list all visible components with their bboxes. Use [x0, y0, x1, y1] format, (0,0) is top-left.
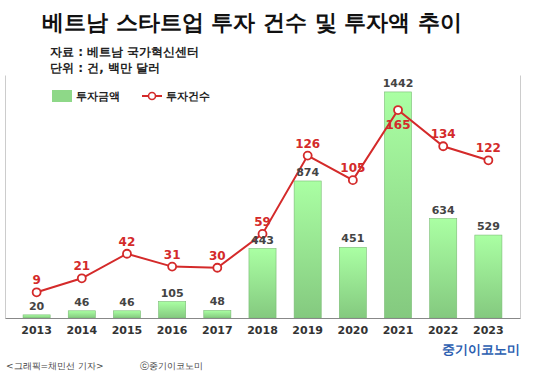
legend-label: 투자건수 — [166, 90, 210, 103]
y2-axis-line — [520, 76, 521, 319]
bar-label: 529 — [477, 220, 500, 233]
legend-swatch — [149, 93, 156, 100]
bar-label: 634 — [432, 204, 455, 217]
legend: 투자금액 투자건수 — [52, 90, 210, 103]
data-labels: 20 46 46 105 48 443 874 451 1442 634 529 9 21 42 31 30 5… — [29, 77, 501, 313]
bar-label: 46 — [74, 296, 90, 309]
line-label: 21 — [73, 259, 90, 273]
x-axis: 2013 2014 2015 2016 2017 2018 2019 2020 2021 2022… — [6, 318, 521, 337]
point — [168, 263, 176, 271]
title: 베트남 스타트업 투자 건수 및 투자액 추이 — [42, 10, 462, 35]
line-label: 105 — [340, 161, 365, 175]
y-axis — [5, 76, 6, 319]
bar — [23, 315, 50, 318]
subtitle: 자료 : 베트남 국가혁신센터 — [50, 45, 199, 59]
legend-item: 투자금액 — [52, 90, 120, 103]
legend-label: 투자금액 — [76, 90, 120, 103]
x-tick-label: 2021 — [383, 324, 414, 337]
bar — [430, 219, 457, 318]
point — [213, 264, 221, 272]
watermark: 중기이코노미 — [442, 342, 520, 357]
x-tick-label: 2018 — [247, 324, 278, 337]
bar-label: 443 — [251, 234, 274, 247]
plot-area — [23, 92, 502, 318]
bar-label: 20 — [29, 300, 45, 313]
chart: 베트남 스타트업 투자 건수 및 투자액 추이자료 : 베트남 국가혁신센터단위… — [0, 0, 534, 375]
x-tick-label: 2023 — [473, 324, 504, 337]
line-label: 134 — [431, 127, 456, 141]
bar — [294, 181, 321, 318]
bar — [204, 310, 231, 318]
x-tick: 2021 — [383, 318, 414, 337]
bar-label: 46 — [119, 296, 135, 309]
copyright: ⓒ중기이코노미 — [140, 361, 203, 371]
line-label: 126 — [295, 137, 320, 151]
x-tick-label: 2020 — [338, 324, 369, 337]
bar — [384, 92, 411, 318]
bar-label: 451 — [341, 232, 364, 245]
x-tick: 2015 — [112, 318, 143, 337]
x-tick-label: 2022 — [428, 324, 459, 337]
bar — [159, 302, 186, 318]
point — [33, 288, 41, 296]
x-tick: 2017 — [202, 318, 233, 337]
x-tick: 2013 — [21, 318, 52, 337]
legend-swatch — [52, 90, 72, 102]
bar — [339, 247, 366, 318]
bar — [68, 311, 95, 318]
x-tick: 2016 — [157, 318, 188, 337]
x-tick: 2023 — [473, 318, 504, 337]
line-label: 42 — [119, 235, 136, 249]
point — [349, 176, 357, 184]
bar-label: 874 — [296, 166, 319, 179]
line-label: 122 — [476, 141, 501, 155]
bar-label: 1442 — [383, 77, 414, 90]
x-axis-line — [6, 318, 521, 319]
line-label: 30 — [209, 249, 226, 263]
x-tick-label: 2014 — [66, 324, 97, 337]
point — [439, 142, 447, 150]
line-label: 59 — [254, 215, 271, 229]
point — [78, 274, 86, 282]
bar-label: 48 — [210, 295, 225, 308]
x-tick-label: 2016 — [157, 324, 188, 337]
subtitle: 단위 : 건, 백만 달러 — [50, 61, 160, 75]
line-label: 9 — [32, 273, 40, 287]
credit: <그래픽=채민선 기자> — [6, 361, 103, 371]
point — [123, 250, 131, 258]
legend-item: 투자건수 — [142, 90, 210, 103]
point — [304, 152, 312, 160]
point — [484, 156, 492, 164]
x-tick: 2019 — [292, 318, 323, 337]
x-tick: 2018 — [247, 318, 278, 337]
bar — [249, 249, 276, 318]
point — [394, 106, 402, 114]
y-axis-line — [5, 76, 6, 319]
line-label: 31 — [164, 248, 181, 262]
x-tick-label: 2015 — [112, 324, 143, 337]
x-tick: 2020 — [338, 318, 369, 337]
x-tick: 2014 — [66, 318, 97, 337]
bar — [113, 311, 140, 318]
x-tick-label: 2017 — [202, 324, 233, 337]
x-tick-label: 2019 — [292, 324, 323, 337]
line-label: 165 — [385, 118, 410, 132]
y2-axis — [520, 76, 521, 319]
x-tick: 2022 — [428, 318, 459, 337]
x-tick-label: 2013 — [21, 324, 52, 337]
bar — [475, 235, 502, 318]
line — [37, 110, 489, 292]
bar-label: 105 — [161, 287, 184, 300]
